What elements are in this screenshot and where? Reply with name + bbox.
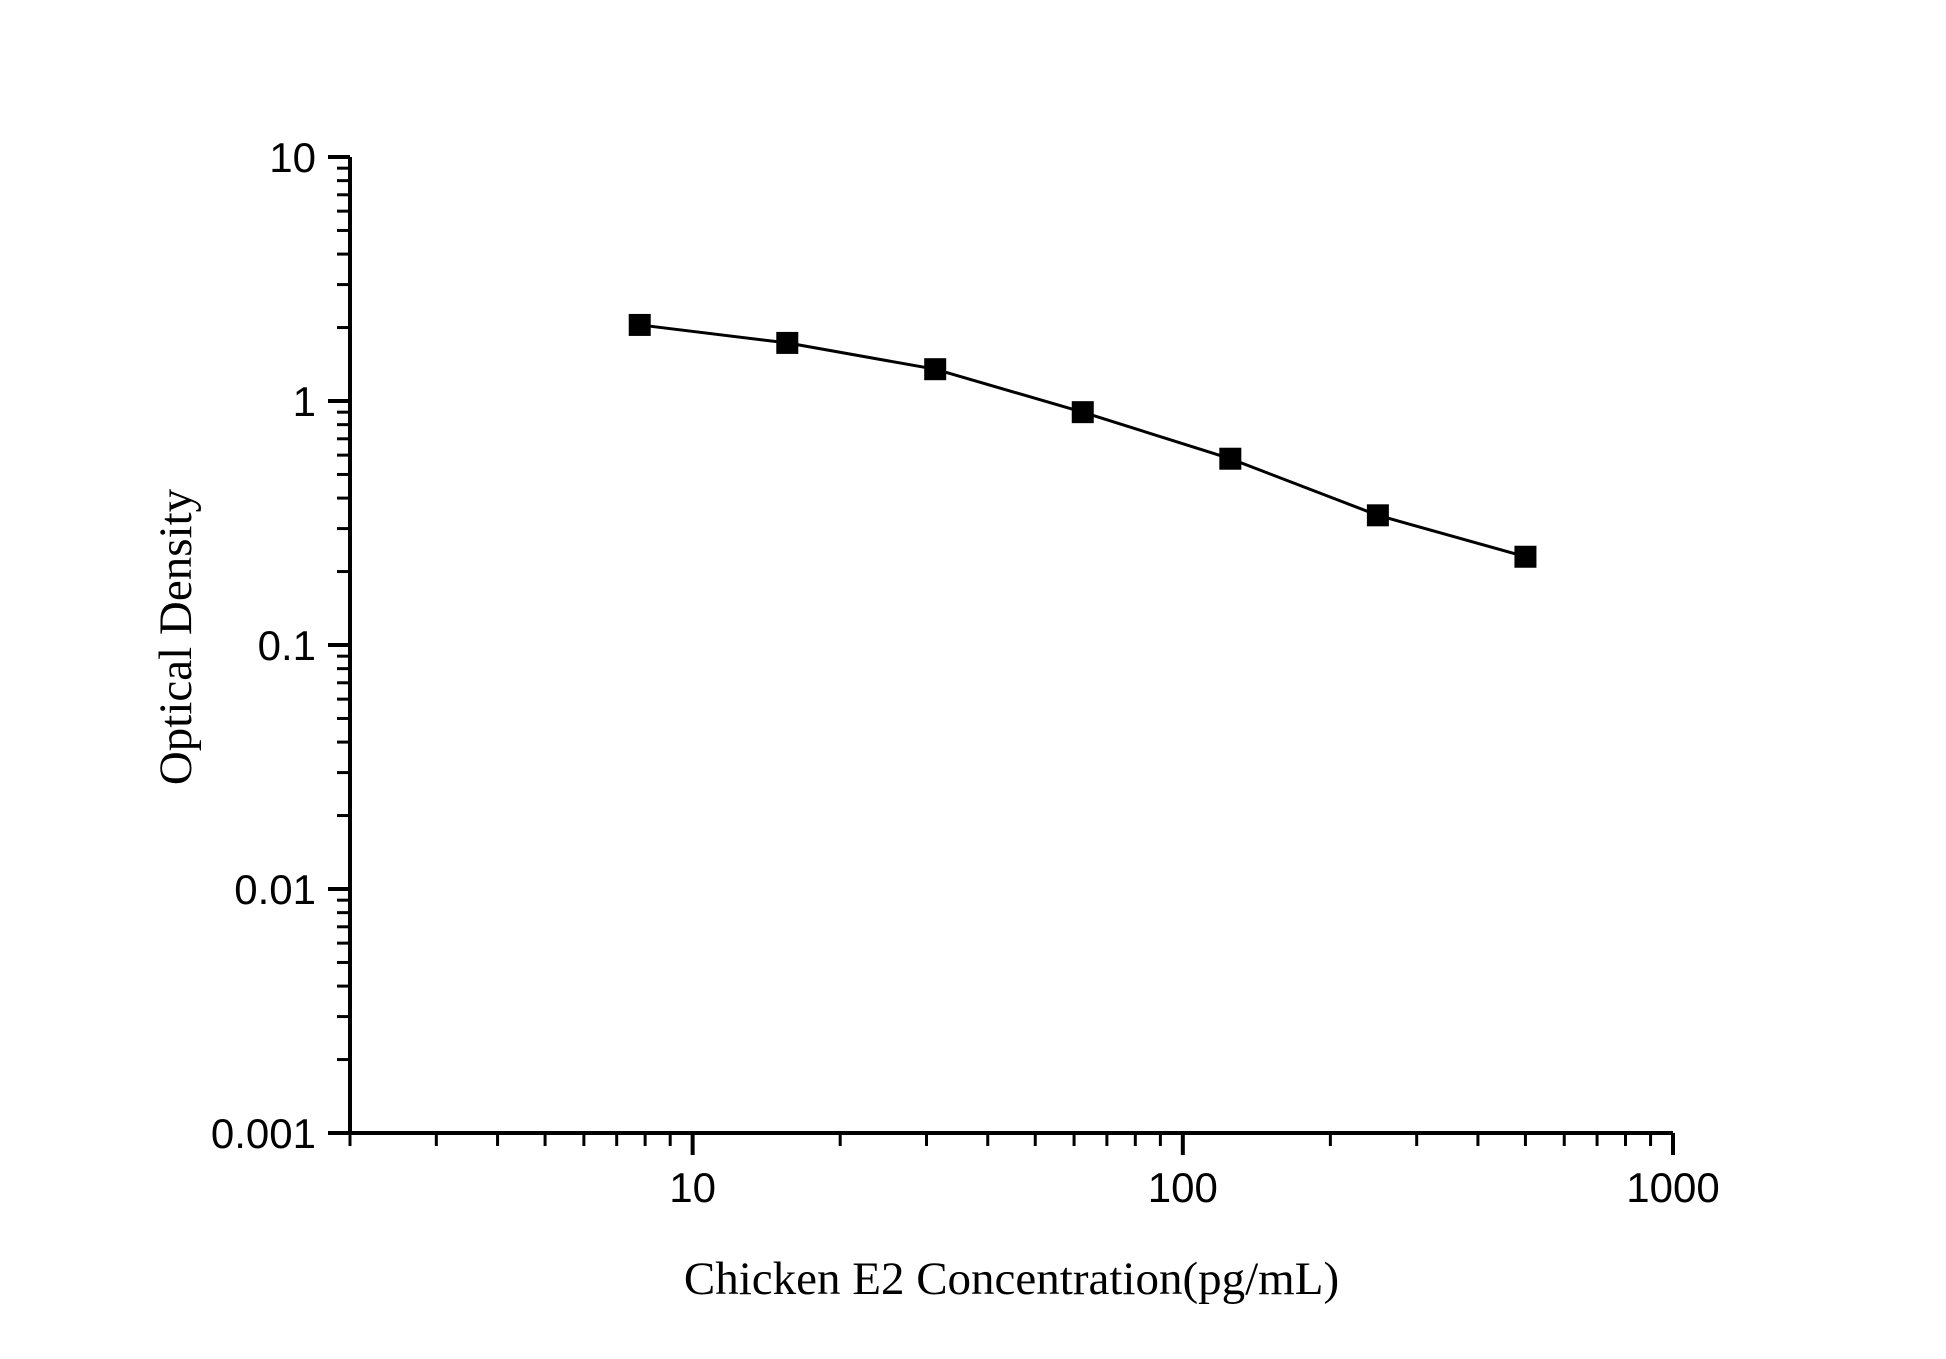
y-axis-tick-label: 0.1: [258, 622, 316, 669]
series-line: [639, 323, 1526, 559]
y-axis-tick-label: 10: [269, 134, 316, 181]
data-point-marker: [1366, 504, 1389, 527]
x-axis-tick-label: 1000: [1626, 1164, 1719, 1211]
y-axis-title: Optical Density: [149, 488, 202, 786]
y-axis-tick-label: 0.001: [211, 1110, 316, 1157]
data-point-marker: [628, 313, 651, 336]
x-axis-tick-label: 10: [669, 1164, 716, 1211]
data-point-marker: [1071, 401, 1094, 424]
y-axis-tick-label: 0.01: [234, 866, 316, 913]
y-axis-tick-label: 1: [293, 378, 316, 425]
data-point-marker: [1219, 447, 1242, 470]
data-point-marker: [1514, 545, 1537, 568]
data-point-marker: [924, 358, 947, 381]
x-axis-title: Chicken E2 Concentration(pg/mL): [683, 1253, 1340, 1305]
data-point-marker: [776, 331, 799, 354]
x-axis-tick-label: 100: [1148, 1164, 1218, 1211]
